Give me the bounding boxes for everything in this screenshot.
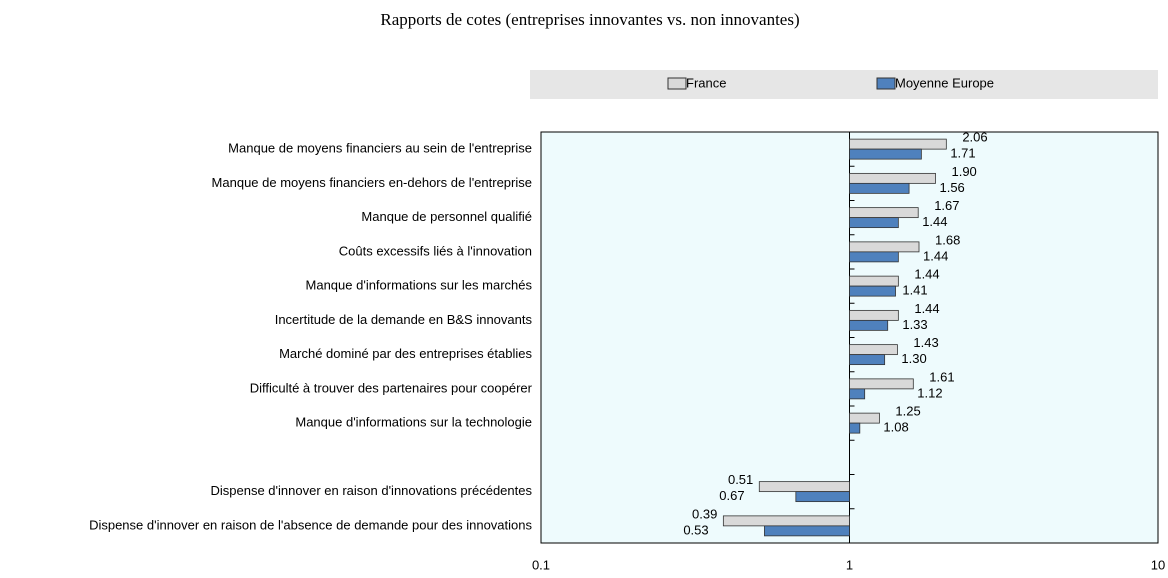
data-label: 0.67 <box>719 488 744 503</box>
data-label: 0.53 <box>683 522 708 537</box>
bar <box>849 388 866 400</box>
category-label: Marché dominé par des entreprises établi… <box>279 346 532 361</box>
bar <box>764 525 850 537</box>
data-label: 1.44 <box>914 301 939 316</box>
data-label: 1.68 <box>935 232 960 247</box>
data-label: 0.39 <box>692 506 717 521</box>
data-label: 1.56 <box>939 180 964 195</box>
x-tick-label: 0.1 <box>532 557 550 572</box>
bar <box>849 319 889 331</box>
bar <box>758 481 850 493</box>
data-label: 1.12 <box>917 385 942 400</box>
bar <box>795 491 850 503</box>
x-tick-label: 1 <box>846 557 853 572</box>
bar <box>722 515 850 527</box>
data-label: 1.44 <box>922 214 947 229</box>
data-label: 1.30 <box>901 351 926 366</box>
bar <box>849 172 936 184</box>
data-label: 1.90 <box>951 164 976 179</box>
bar <box>849 207 919 219</box>
data-label: 1.41 <box>902 283 927 298</box>
data-label: 1.44 <box>923 248 948 263</box>
chart-title: Rapports de cotes (entreprises innovante… <box>380 10 799 29</box>
bar <box>849 182 910 194</box>
bar <box>849 378 914 390</box>
bar <box>849 309 899 321</box>
category-label: Manque d'informations sur la technologie <box>295 415 532 430</box>
data-label: 1.43 <box>913 335 938 350</box>
data-label: 1.33 <box>902 317 927 332</box>
data-label: 1.67 <box>934 198 959 213</box>
bar <box>849 354 886 366</box>
category-label: Difficulté à trouver des partenaires pou… <box>250 380 533 395</box>
category-label: Manque de moyens financiers au sein de l… <box>228 141 532 156</box>
category-label: Incertitude de la demande en B&S innovan… <box>275 312 533 327</box>
data-label: 1.71 <box>950 146 975 161</box>
legend-background <box>530 70 1158 99</box>
category-label: Manque d'informations sur les marchés <box>306 278 533 293</box>
bar <box>849 148 922 160</box>
x-tick-label: 10 <box>1151 557 1165 572</box>
category-label: Manque de personnel qualifié <box>361 209 532 224</box>
legend-label: Moyenne Europe <box>895 75 994 90</box>
bar <box>849 422 861 434</box>
data-label: 1.25 <box>895 404 920 419</box>
category-label: Manque de moyens financiers en-dehors de… <box>212 175 532 190</box>
data-label: 0.51 <box>728 472 753 487</box>
bar <box>849 251 899 263</box>
category-label: Coûts excessifs liés à l'innovation <box>339 243 532 258</box>
bar <box>849 217 899 229</box>
bar <box>849 344 898 356</box>
bar <box>849 285 896 297</box>
bar <box>849 241 920 253</box>
category-label: Dispense d'innover en raison d'innovatio… <box>210 483 532 498</box>
legend-swatch <box>876 77 896 90</box>
legend-swatch <box>667 77 687 90</box>
data-label: 1.08 <box>883 420 908 435</box>
bar <box>849 412 880 424</box>
data-label: 1.44 <box>914 267 939 282</box>
legend-label: France <box>686 75 726 90</box>
bar <box>849 138 947 150</box>
bar <box>849 275 899 287</box>
data-label: 1.61 <box>929 369 954 384</box>
category-label: Dispense d'innover en raison de l'absenc… <box>89 517 532 532</box>
data-label: 2.06 <box>962 130 987 145</box>
